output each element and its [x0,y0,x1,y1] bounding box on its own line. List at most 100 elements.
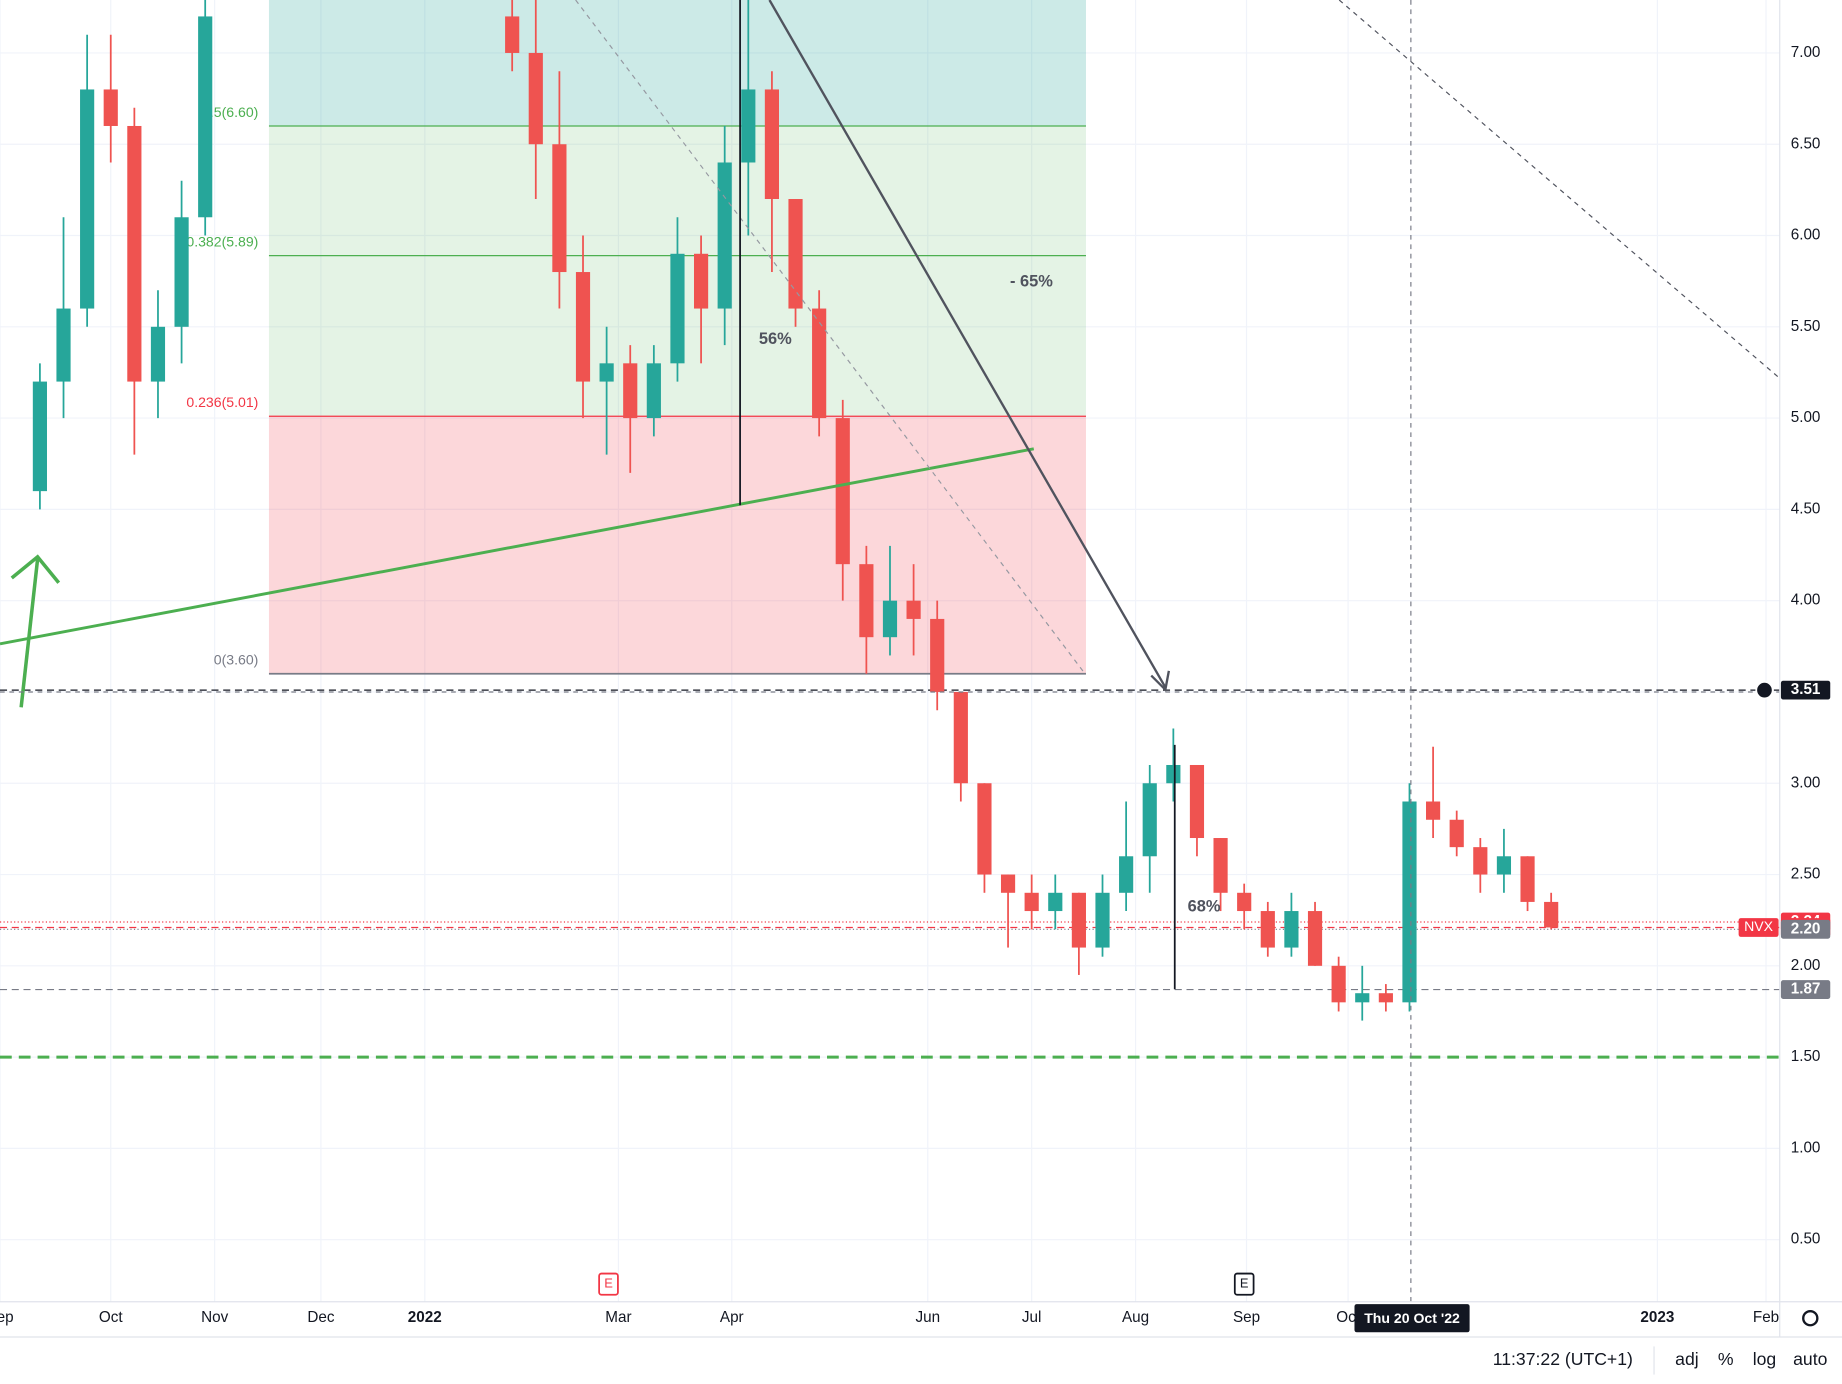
add-alert-icon[interactable] [1755,681,1774,700]
candle-body [1071,892,1086,948]
candle-body [693,253,709,309]
candle-body [198,16,213,218]
candle-body [1119,856,1134,893]
percent-button[interactable]: % [1718,1349,1734,1369]
candles [32,0,1559,1021]
green-arrow-head [10,554,61,584]
green-arrow [19,559,40,708]
y-tick-label: 4.00 [1791,592,1821,609]
y-tick-label: 3.00 [1791,774,1821,791]
candle-body [1095,892,1110,948]
candle-body [127,125,142,382]
candle-body [32,381,47,492]
candle-body [1378,993,1393,1003]
candle-body [56,308,71,382]
adj-button[interactable]: adj [1675,1349,1698,1369]
candle-body [1284,911,1299,948]
candle-body [1189,764,1205,839]
y-tick-label: 2.50 [1791,866,1821,883]
candle-body [1024,892,1039,912]
candle-body [1213,838,1228,893]
x-tick-label: Jun [915,1309,940,1326]
candle-body [1307,911,1323,966]
y-tick-label: 6.50 [1791,135,1821,152]
annotation: 56% [759,330,792,348]
x-tick-label: Dec [307,1309,335,1326]
candle-body [953,691,968,784]
candle-body [859,564,874,638]
auto-button[interactable]: auto [1793,1349,1827,1369]
crosshair-label-box [1354,1304,1470,1333]
price-label: 1.87 [1791,981,1821,998]
dotted-line [1338,0,1780,379]
candle-body [977,783,992,875]
trend-line [0,447,1035,646]
candle-body [1260,911,1275,948]
x-tick-label: Feb [1753,1309,1779,1326]
candle-body [174,217,189,327]
candle-body [1449,819,1464,848]
candle-body [717,162,732,309]
drawings: 56% - 65% 68% [0,0,1780,1302]
candle-body [1331,965,1346,1003]
event-marker [598,1272,619,1296]
event-marker [1233,1272,1255,1296]
y-tick-label: 1.50 [1791,1048,1821,1065]
y-tick-label: 5.50 [1791,318,1821,335]
price-lines [0,689,1780,1059]
candle-body [812,308,827,419]
x-tick-label: Sep [1233,1309,1260,1326]
price-label-box [1780,980,1831,999]
candle-body [1544,901,1559,928]
y-tick-label: 1.00 [1791,1139,1821,1156]
arrow-line [768,0,1167,688]
log-button[interactable]: log [1753,1349,1776,1369]
fib-zone [268,416,1086,674]
event-label: E [604,1276,613,1291]
x-tick-label: 2023 [1640,1309,1674,1326]
candle-body [150,326,166,382]
candle-body [1520,856,1535,902]
x-tick-label: Aug [1122,1309,1149,1326]
fib-label: 0(3.60) [214,651,259,667]
fib-label: 0.236(5.01) [186,394,258,410]
x-tick-label: Sep [0,1309,14,1326]
candle-body [599,363,614,382]
crosshair-label: Thu 20 Oct '22 [1364,1310,1460,1326]
settings-icon[interactable] [1802,1309,1819,1327]
candle-body [505,16,520,53]
candle-body [1496,856,1512,875]
candle-body [670,253,685,364]
candle-body [1473,847,1488,875]
y-tick-label: 2.00 [1791,957,1821,974]
arrow-head [1150,670,1171,693]
fib-label: 0.382(5.89) [186,233,258,249]
x-tick-label: 2022 [408,1309,442,1326]
candle-body [575,272,591,382]
candle-body [552,144,567,273]
x-tick-label: Apr [720,1309,744,1326]
price-label-box [1780,680,1831,700]
candle-body [1048,892,1063,912]
fib-label: 0.5(6.60) [202,104,258,120]
candle-body [1426,801,1441,820]
candle-body [1000,874,1016,893]
candle-body [930,618,945,692]
x-tick-label: Nov [201,1309,229,1326]
event-label: E [1240,1276,1249,1291]
y-tick-label: 0.50 [1791,1231,1821,1248]
candle-body [906,600,921,619]
price-label-box [1780,919,1831,939]
symbol-label: NVX [1744,918,1774,934]
price-label: 3.51 [1791,681,1821,698]
annotation: 68% [1188,897,1221,915]
candle-body [1237,892,1252,912]
symbol-label-box [1738,918,1779,937]
gear[interactable] [1802,1309,1819,1327]
candle-body [1166,764,1181,784]
candle-body [528,52,543,145]
candle-body [1355,993,1370,1003]
candle-body [1142,783,1157,857]
axes: 0.501.001.502.002.503.003.504.004.505.00… [0,44,1831,1326]
candle-body [1402,801,1417,1003]
